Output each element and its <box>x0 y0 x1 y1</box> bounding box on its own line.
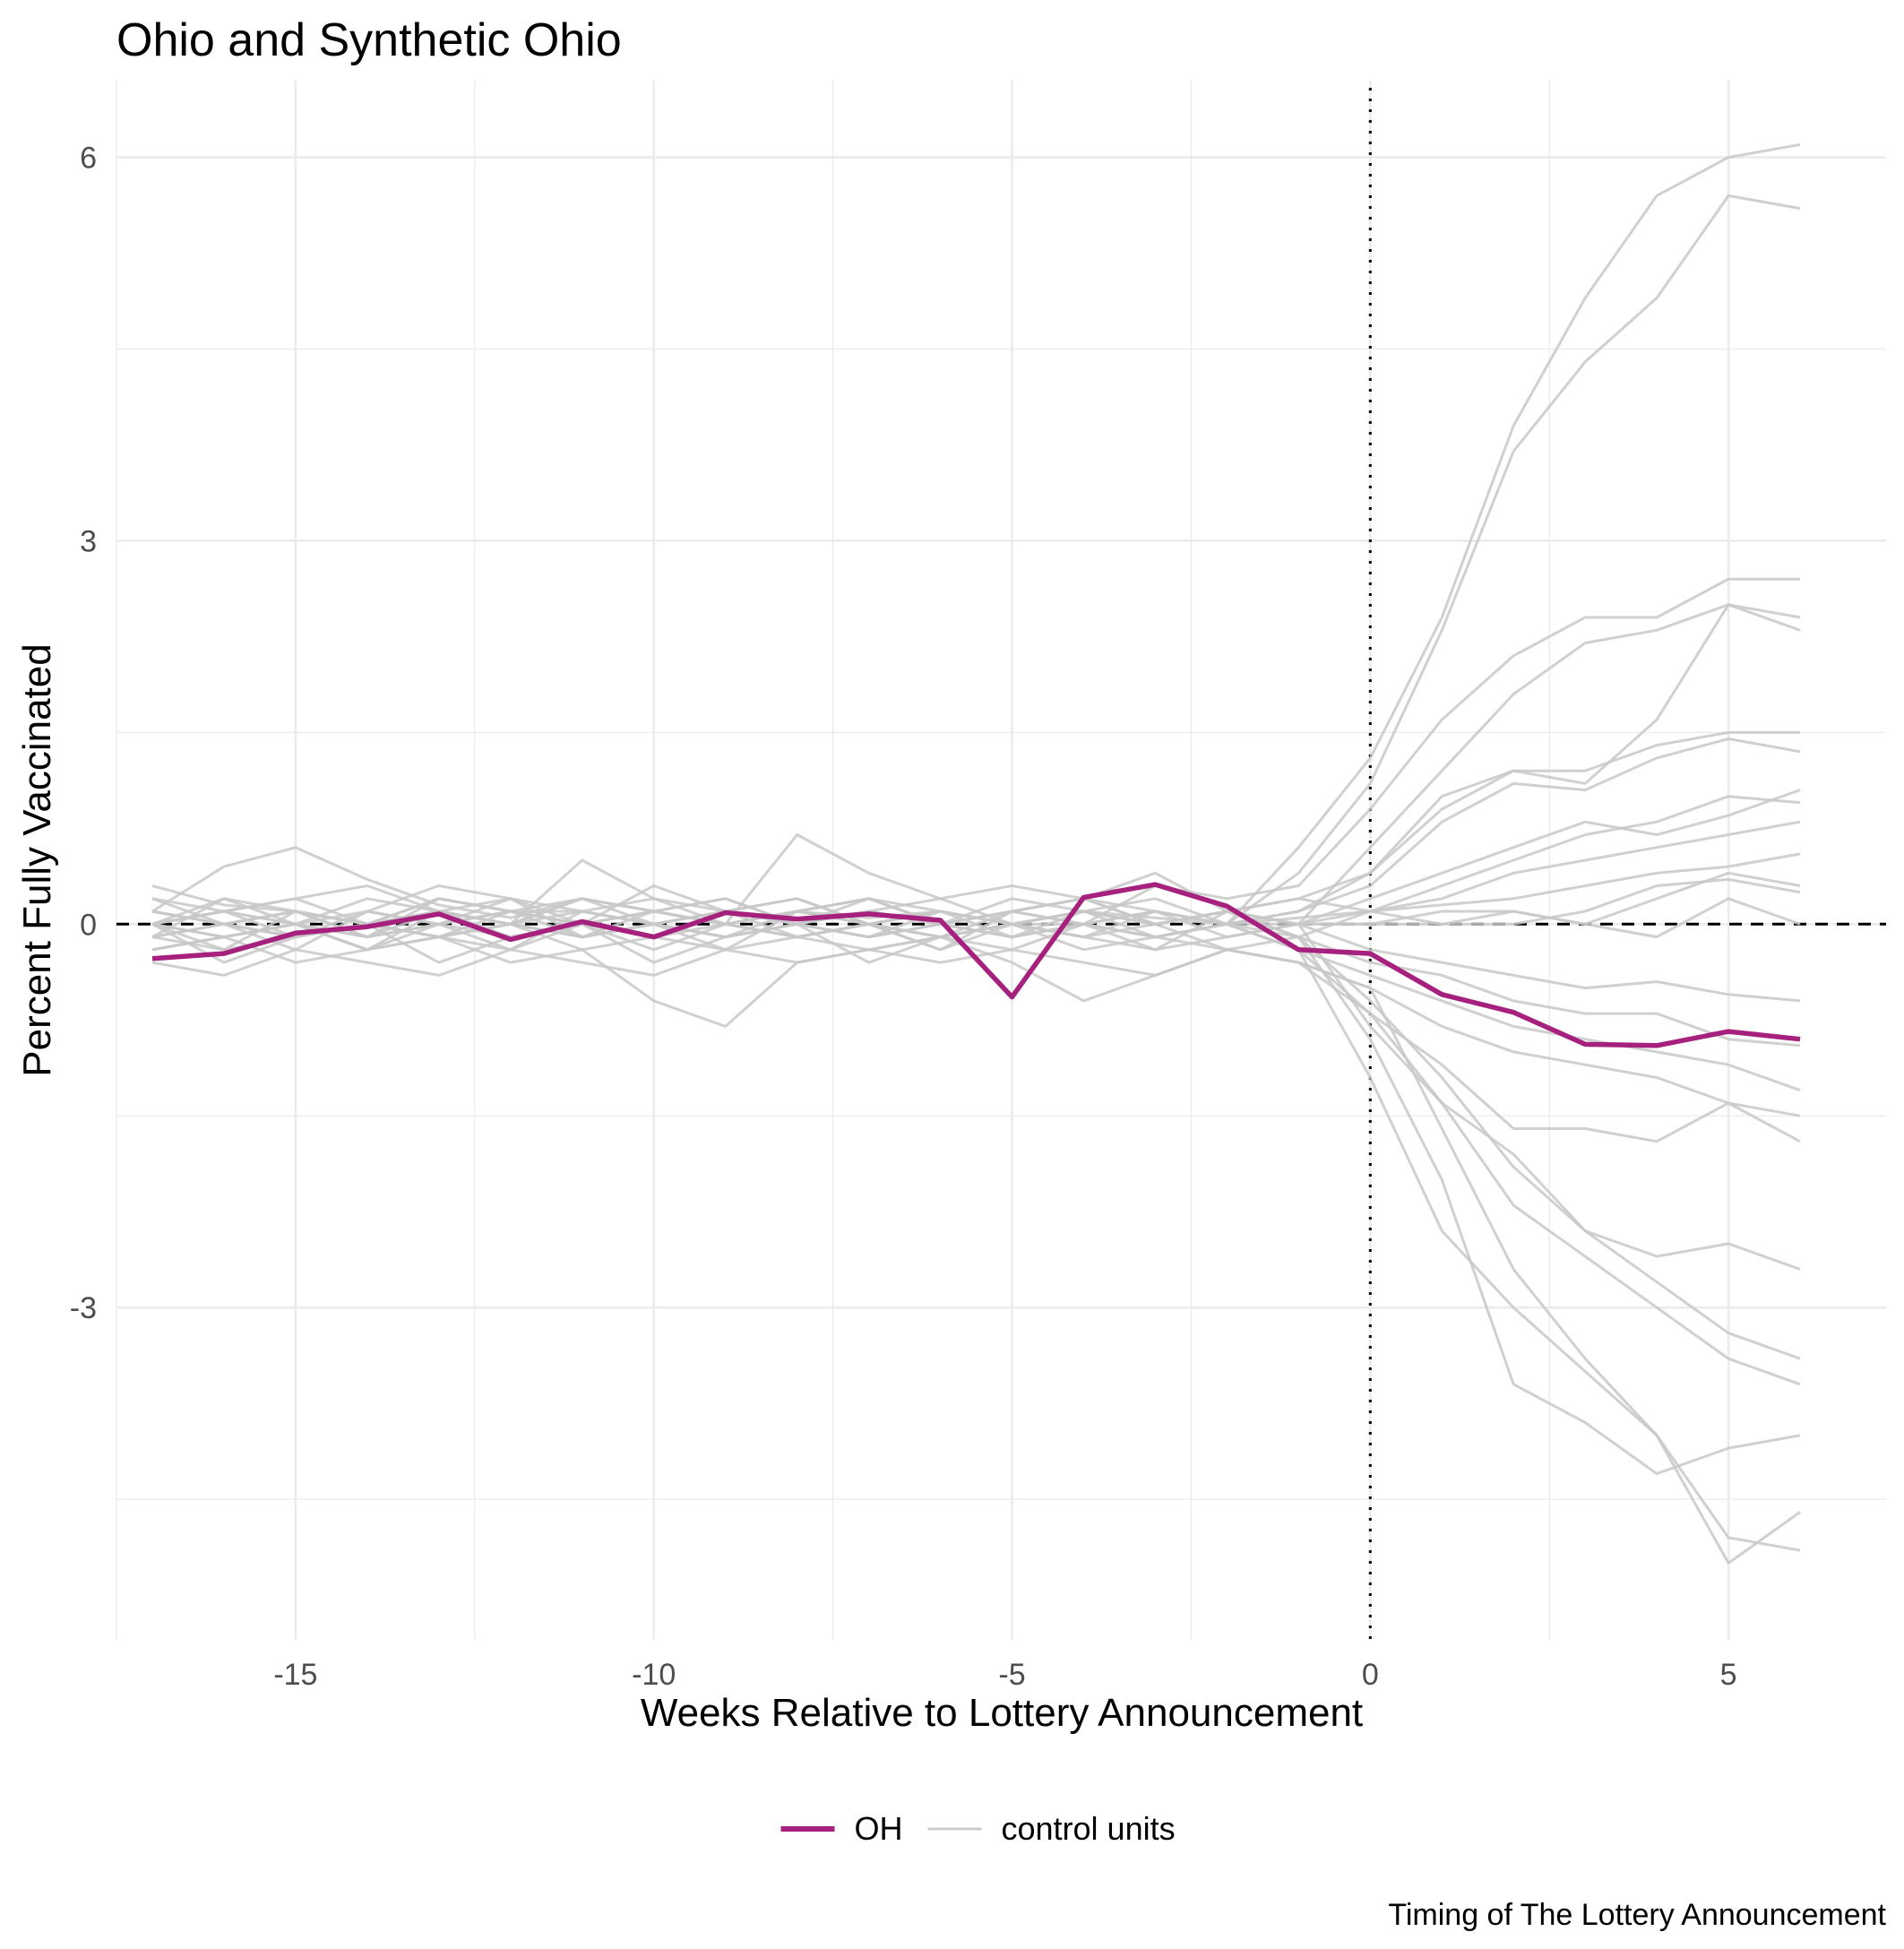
control-unit-line-2 <box>151 194 1801 939</box>
chart-title: Ohio and Synthetic Ohio <box>116 14 622 66</box>
y-tick-label: 6 <box>80 142 97 176</box>
legend-label: OH <box>855 1810 903 1847</box>
grid <box>116 81 1886 1640</box>
caption: Timing of The Lottery Announcement <box>1388 1898 1886 1932</box>
legend-item-1: control units <box>927 1810 1176 1847</box>
control-series-group <box>151 142 1801 1565</box>
control-unit-line-21 <box>151 922 1801 1386</box>
legend-item-0: OH <box>780 1810 903 1847</box>
control-unit-line-24 <box>151 936 1801 1565</box>
x-tick-label: -5 <box>998 1658 1025 1692</box>
x-axis-label: Weeks Relative to Lottery Announcement <box>641 1691 1363 1735</box>
control-unit-line-22 <box>151 922 1801 1552</box>
control-unit-line-17 <box>151 922 1801 1117</box>
control-unit-line-25 <box>151 833 1801 939</box>
control-unit-line-19 <box>151 897 1801 1271</box>
x-tick-labels: -15 -10 -5 0 5 <box>273 1658 1736 1692</box>
y-tick-label: -3 <box>70 1291 97 1325</box>
y-tick-labels: 6 3 0 -3 <box>70 142 97 1326</box>
control-unit-line-3 <box>151 577 1800 939</box>
y-tick-label: 0 <box>80 908 97 942</box>
y-tick-label: 3 <box>80 524 97 558</box>
control-unit-line-23 <box>151 910 1801 1476</box>
y-axis-label: Percent Fully Vaccinated <box>15 643 59 1076</box>
reference-lines <box>116 88 1886 1640</box>
control-unit-line-18 <box>151 948 1801 1143</box>
control-unit-line-1 <box>151 142 1801 926</box>
control-unit-line-9 <box>151 789 1801 939</box>
treated-series-group <box>151 882 1801 1048</box>
x-tick-label: -10 <box>632 1658 676 1692</box>
x-tick-label: 5 <box>1720 1658 1737 1692</box>
x-tick-label: -15 <box>273 1658 317 1692</box>
legend: OH control units <box>780 1810 1176 1847</box>
control-unit-line-20 <box>151 897 1801 1360</box>
x-tick-label: 0 <box>1362 1658 1379 1692</box>
oh-series-line <box>151 882 1801 1048</box>
legend-label: control units <box>1002 1810 1176 1847</box>
